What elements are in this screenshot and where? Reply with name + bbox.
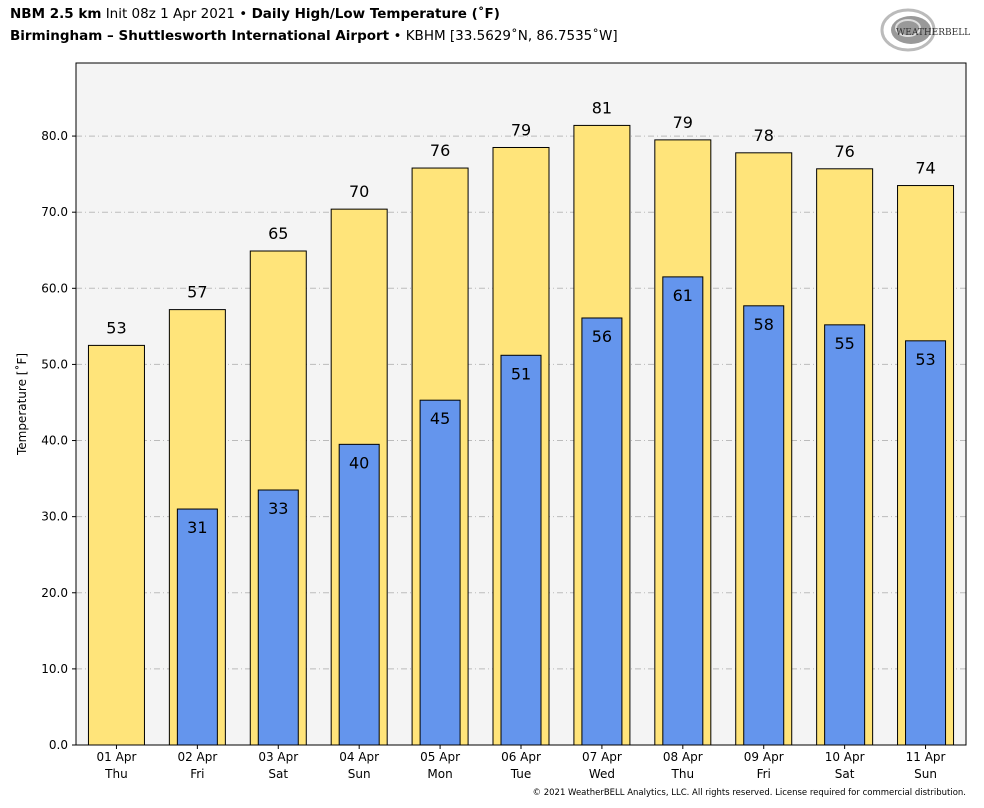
high-label: 74 — [915, 159, 935, 178]
y-tick-label: 20.0 — [41, 586, 68, 600]
low-label: 61 — [673, 286, 693, 305]
low-label: 56 — [592, 327, 612, 346]
x-tick-label-day: Sat — [835, 767, 855, 781]
low-label: 53 — [915, 350, 935, 369]
high-label: 79 — [673, 113, 693, 132]
weatherbell-logo: WEATHERBELL — [878, 6, 970, 58]
low-label: 55 — [834, 334, 854, 353]
low-bar — [176, 508, 218, 746]
chart-title-line2: Birmingham – Shuttlesworth International… — [10, 28, 618, 44]
x-tick-label-date: 07 Apr — [582, 750, 622, 764]
y-tick-label: 70.0 — [41, 205, 68, 219]
high-label: 76 — [430, 141, 450, 160]
high-label: 65 — [268, 224, 288, 243]
high-bar — [87, 344, 145, 746]
y-tick-label: 0.0 — [49, 738, 68, 752]
station-info: KBHM [33.5629˚N, 86.7535˚W] — [405, 28, 618, 44]
low-bar — [743, 305, 785, 746]
low-label: 51 — [511, 364, 531, 383]
high-label: 70 — [349, 182, 369, 201]
x-tick-label-date: 08 Apr — [663, 750, 703, 764]
high-label: 79 — [511, 120, 531, 139]
low-label: 45 — [430, 409, 450, 428]
bullet: • — [393, 28, 402, 44]
high-label: 57 — [187, 283, 207, 302]
y-tick-label: 60.0 — [41, 281, 68, 295]
model-name: NBM 2.5 km — [10, 6, 102, 22]
low-bar — [500, 354, 542, 746]
x-tick-label-date: 04 Apr — [339, 750, 379, 764]
bullet: • — [239, 6, 248, 22]
low-bar — [824, 324, 866, 746]
low-bar — [338, 443, 380, 746]
x-tick-label-day: Fri — [757, 767, 771, 781]
high-label: 76 — [834, 142, 854, 161]
low-bar — [662, 276, 704, 746]
low-bar — [257, 489, 299, 746]
x-tick-label-date: 02 Apr — [177, 750, 217, 764]
x-tick-label-day: Mon — [427, 767, 452, 781]
low-bar — [419, 399, 461, 746]
low-label: 58 — [754, 315, 774, 334]
x-tick-label-day: Wed — [589, 767, 615, 781]
x-tick-label-date: 05 Apr — [420, 750, 460, 764]
x-tick-label-date: 11 Apr — [906, 750, 946, 764]
x-tick-label-day: Sun — [348, 767, 371, 781]
high-label: 78 — [754, 126, 774, 145]
init-time: Init 08z 1 Apr 2021 — [105, 6, 235, 22]
station-name: Birmingham – Shuttlesworth International… — [10, 28, 390, 44]
x-tick-label-date: 03 Apr — [258, 750, 298, 764]
y-tick-label: 30.0 — [41, 510, 68, 524]
x-tick-label-day: Sat — [268, 767, 288, 781]
y-tick-label: 80.0 — [41, 129, 68, 143]
copyright: © 2021 WeatherBELL Analytics, LLC. All r… — [532, 788, 966, 798]
chart-title: Daily High/Low Temperature (˚F) — [251, 6, 500, 22]
x-tick-label-date: 10 Apr — [825, 750, 865, 764]
y-tick-label: 40.0 — [41, 434, 68, 448]
y-tick-label: 50.0 — [41, 357, 68, 371]
low-bar — [581, 317, 623, 746]
low-bar — [905, 340, 947, 746]
chart-title-line1: NBM 2.5 km Init 08z 1 Apr 2021 • Daily H… — [10, 6, 500, 22]
plot-frame — [75, 62, 967, 746]
low-label: 33 — [268, 499, 288, 518]
svg-text:WEATHERBELL: WEATHERBELL — [896, 28, 970, 38]
x-tick-label-day: Fri — [190, 767, 204, 781]
x-tick-label-day: Sun — [914, 767, 937, 781]
x-tick-label-date: 06 Apr — [501, 750, 541, 764]
low-label: 31 — [187, 518, 207, 537]
x-tick-label-date: 01 Apr — [97, 750, 137, 764]
high-label: 81 — [592, 98, 612, 117]
y-axis-label: Temperature [˚F] — [14, 353, 29, 456]
x-tick-label-day: Thu — [671, 767, 695, 781]
x-tick-label-day: Thu — [104, 767, 128, 781]
high-label: 53 — [106, 318, 126, 337]
low-label: 40 — [349, 453, 369, 472]
x-tick-label-day: Tue — [510, 767, 532, 781]
y-tick-label: 10.0 — [41, 662, 68, 676]
x-tick-label-date: 09 Apr — [744, 750, 784, 764]
